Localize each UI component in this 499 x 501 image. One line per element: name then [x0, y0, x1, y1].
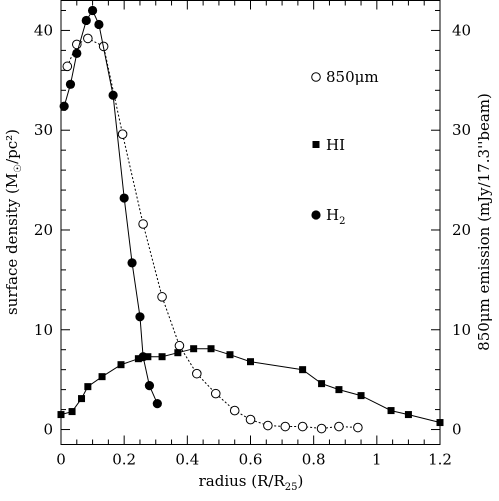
x-tick-label: 0.4 — [175, 451, 199, 469]
x-tick-label: 0.6 — [239, 451, 263, 469]
data-point-filled-square — [357, 392, 365, 400]
x-tick-label: 0.8 — [302, 451, 326, 469]
legend-marker-filled-square — [312, 141, 320, 148]
data-point-filled-square — [84, 383, 92, 391]
x-axis-title-sub: 25 — [285, 482, 298, 493]
data-point-open-circle — [245, 414, 256, 425]
legend-label-main: 850μm — [326, 68, 379, 86]
legend-label-main: HI — [326, 136, 345, 154]
y-tick-label-left: 30 — [34, 121, 53, 139]
y-axis-title-left-main: surface density (M — [3, 173, 21, 315]
legend-label: HI — [326, 136, 345, 154]
data-point-filled-square — [318, 380, 326, 388]
data-point-filled-circle — [72, 48, 82, 58]
y-tick-label-left: 0 — [43, 421, 53, 439]
data-point-open-circle — [297, 421, 308, 432]
x-tick-label: 1 — [372, 451, 382, 469]
data-point-filled-square — [68, 408, 76, 416]
data-point-open-circle — [229, 405, 240, 416]
y-tick-label-right: 0 — [452, 421, 462, 439]
data-point-filled-square — [117, 361, 125, 369]
legend-label: 850μm — [326, 68, 379, 86]
y-axis-title-right: 850μm emission (mJy/17.3''beam) — [475, 93, 493, 351]
data-point-filled-square — [207, 345, 215, 353]
plot-frame — [60, 0, 441, 445]
sun-symbol: ☉ — [13, 164, 24, 173]
series-layer — [57, 5, 444, 434]
y-axis-title-left: surface density (M☉/pc²) — [3, 129, 24, 315]
data-point-filled-square — [190, 345, 198, 353]
series-line-filled-circle — [63, 9, 158, 404]
data-point-open-circle — [174, 340, 185, 351]
data-point-filled-circle — [138, 352, 148, 362]
data-point-open-circle — [263, 420, 273, 431]
series-line-open-circle — [66, 37, 358, 430]
data-point-filled-square — [144, 353, 152, 361]
y-tick-label-left: 40 — [34, 21, 53, 39]
legend-marker-filled-circle — [311, 210, 321, 220]
data-point-open-circle — [157, 292, 167, 302]
y-tick-label-right: 10 — [452, 321, 471, 339]
data-point-open-circle — [192, 368, 202, 379]
data-point-open-circle — [62, 61, 73, 72]
data-point-filled-square — [247, 358, 254, 366]
x-axis-title-main: radius (R/R — [199, 472, 286, 490]
y-axis-title-left-end: /pc²) — [3, 129, 21, 164]
data-point-filled-square — [134, 355, 142, 363]
data-point-filled-circle — [127, 258, 137, 268]
legend-label: H2 — [326, 206, 345, 227]
data-point-open-circle — [117, 129, 128, 139]
x-tick-label: 0 — [56, 451, 66, 469]
data-point-filled-circle — [87, 5, 98, 16]
y-tick-label-left: 10 — [34, 321, 53, 339]
y-tick-label-right: 40 — [452, 21, 471, 39]
x-axis-title: radius (R/R25) — [199, 472, 304, 493]
data-point-open-circle — [316, 423, 327, 434]
data-point-open-circle — [83, 33, 93, 44]
data-point-filled-square — [404, 411, 412, 419]
data-point-filled-square — [57, 411, 65, 419]
y-tick-label-right: 30 — [452, 121, 471, 139]
legend-label-main: H — [326, 206, 339, 224]
data-point-open-circle — [334, 421, 344, 432]
y-tick-label-right: 20 — [452, 221, 471, 239]
data-point-filled-circle — [135, 312, 145, 322]
data-point-filled-square — [158, 353, 166, 361]
data-point-open-circle — [210, 388, 221, 399]
legend-marker-open-circle — [311, 72, 321, 82]
data-point-open-circle — [353, 422, 363, 433]
data-point-filled-circle — [108, 90, 118, 100]
data-point-filled-circle — [119, 193, 129, 203]
data-point-filled-square — [98, 373, 106, 381]
data-point-filled-circle — [65, 79, 76, 89]
data-point-filled-circle — [59, 101, 69, 111]
data-point-filled-circle — [81, 15, 91, 26]
data-point-filled-square — [299, 366, 307, 374]
legend-label-sub: 2 — [339, 216, 345, 227]
x-tick-label: 0.2 — [112, 451, 136, 469]
y-tick-label-left: 20 — [34, 221, 53, 239]
data-point-open-circle — [280, 421, 291, 432]
data-point-filled-square — [78, 395, 86, 403]
data-point-filled-square — [387, 407, 395, 415]
data-point-open-circle — [138, 219, 148, 229]
data-point-filled-circle — [144, 381, 155, 391]
data-point-filled-circle — [94, 19, 104, 30]
data-point-filled-square — [174, 349, 182, 357]
data-point-filled-square — [335, 386, 343, 394]
x-tick-label: 1.2 — [428, 451, 452, 469]
data-point-filled-square — [226, 351, 234, 359]
legend: 850μm HI H2 — [311, 68, 379, 227]
data-point-filled-square — [436, 419, 444, 427]
data-point-filled-circle — [152, 398, 162, 409]
x-axis-title-end: ) — [298, 472, 304, 490]
